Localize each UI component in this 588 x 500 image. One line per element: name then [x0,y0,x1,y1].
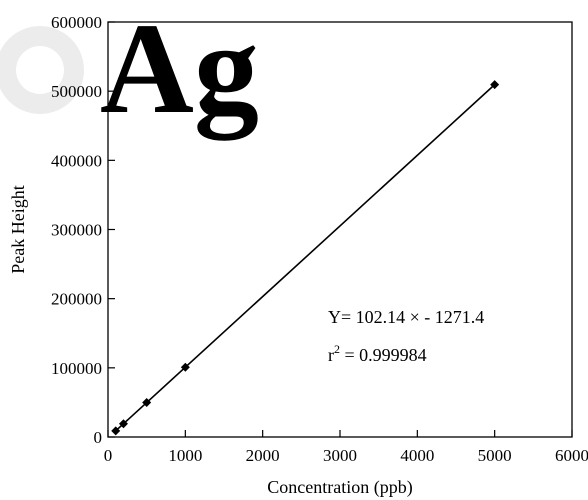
y-tick-label: 500000 [51,82,102,101]
regression-equation: Y= 102.14 × - 1271.4 [328,307,484,327]
svg-text:Ag: Ag [100,0,259,141]
x-tick-label: 4000 [400,446,434,465]
r2-superscript: 2 [334,342,340,356]
x-tick-label: 2000 [246,446,280,465]
data-points [111,80,500,436]
y-tick-label: 400000 [51,151,102,170]
r2-value: = 0.999984 [340,345,427,365]
fit-line [115,84,496,432]
fit-line-group [115,84,496,432]
data-point [118,419,128,429]
x-axis: 0 1000 2000 3000 4000 5000 6000 [104,430,588,465]
data-point [490,80,500,90]
data-point [180,362,190,372]
x-tick-label: 1000 [168,446,202,465]
x-tick-label: 5000 [478,446,512,465]
y-axis: 0 100000 200000 300000 400000 500000 600000 [51,13,115,447]
y-tick-label: 0 [94,428,103,447]
x-tick-label: 3000 [323,446,357,465]
watermark: Ag [0,0,259,141]
y-axis-title: Peak Height [8,185,28,273]
data-point [142,398,152,408]
data-point [111,426,121,436]
y-tick-label: 200000 [51,290,102,309]
r2-prefix: r [328,345,334,365]
y-tick-label: 100000 [51,359,102,378]
y-tick-label: 300000 [51,221,102,240]
r-squared-annotation: r2 = 0.999984 [328,342,427,365]
x-tick-label: 0 [104,446,113,465]
y-tick-label: 600000 [51,13,102,32]
x-tick-label: 6000 [555,446,588,465]
x-axis-title: Concentration (ppb) [267,477,412,498]
